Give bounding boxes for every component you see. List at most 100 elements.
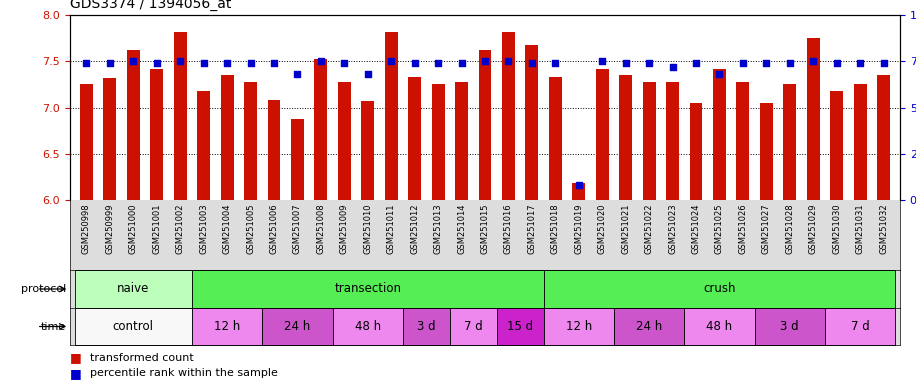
Point [477, 58, 492, 65]
Text: GSM251026: GSM251026 [738, 204, 747, 254]
Bar [385, 31, 398, 200]
Bar [197, 91, 210, 200]
Text: GSM251021: GSM251021 [621, 204, 630, 254]
Bar [450, 308, 496, 345]
Text: GSM251013: GSM251013 [433, 204, 442, 254]
Text: 24 h: 24 h [636, 320, 662, 333]
Bar [104, 78, 116, 200]
Bar [878, 75, 890, 200]
Point [454, 60, 469, 66]
Point [665, 64, 680, 70]
Text: GSM251004: GSM251004 [223, 204, 232, 254]
Point [829, 60, 844, 66]
Bar [854, 84, 867, 200]
Text: GSM251006: GSM251006 [269, 204, 278, 254]
Bar [267, 100, 280, 200]
Text: 48 h: 48 h [706, 320, 733, 333]
Text: GSM251018: GSM251018 [551, 204, 560, 254]
Point [501, 58, 516, 65]
Bar [549, 77, 562, 200]
Text: GSM251022: GSM251022 [645, 204, 654, 254]
Point [290, 71, 305, 77]
Bar [126, 50, 140, 200]
Point [384, 58, 398, 65]
Bar [403, 308, 450, 345]
Point [759, 60, 774, 66]
Point [103, 60, 117, 66]
Bar [150, 69, 163, 200]
Point [572, 182, 586, 188]
Bar [333, 308, 403, 345]
Bar [614, 308, 684, 345]
Text: GSM251025: GSM251025 [715, 204, 724, 254]
Text: transection: transection [334, 283, 401, 296]
Text: GSM251029: GSM251029 [809, 204, 818, 254]
Bar [713, 69, 725, 200]
Text: 48 h: 48 h [354, 320, 381, 333]
Point [196, 60, 211, 66]
Bar [543, 270, 895, 308]
Bar [666, 81, 679, 200]
Point [618, 60, 633, 66]
Point [642, 60, 657, 66]
Text: protocol: protocol [20, 284, 66, 294]
Bar [192, 270, 543, 308]
Text: 15 d: 15 d [507, 320, 533, 333]
Point [173, 58, 188, 65]
Text: GSM251016: GSM251016 [504, 204, 513, 254]
Point [782, 60, 797, 66]
Bar [825, 308, 895, 345]
Text: GSM250999: GSM250999 [105, 204, 114, 254]
Text: ■: ■ [70, 367, 82, 380]
Text: 7 d: 7 d [851, 320, 869, 333]
Bar [755, 308, 825, 345]
Text: GSM251011: GSM251011 [387, 204, 396, 254]
Bar [75, 270, 192, 308]
Text: GSM251015: GSM251015 [481, 204, 489, 254]
Text: GSM251030: GSM251030 [833, 204, 841, 254]
Point [313, 58, 328, 65]
Text: percentile rank within the sample: percentile rank within the sample [90, 368, 278, 378]
Bar [221, 75, 234, 200]
Bar [807, 38, 820, 200]
Bar [338, 81, 351, 200]
Bar [244, 81, 257, 200]
Bar [572, 183, 585, 200]
Bar [760, 103, 773, 200]
Text: GDS3374 / 1394056_at: GDS3374 / 1394056_at [70, 0, 232, 11]
Bar [455, 81, 468, 200]
Point [877, 60, 891, 66]
Point [806, 58, 821, 65]
Point [548, 60, 562, 66]
Text: GSM251020: GSM251020 [598, 204, 606, 254]
Bar [75, 308, 192, 345]
Point [594, 58, 609, 65]
Point [712, 71, 726, 77]
Text: GSM251028: GSM251028 [785, 204, 794, 254]
Point [431, 60, 445, 66]
Point [267, 60, 281, 66]
Text: GSM251000: GSM251000 [129, 204, 137, 254]
Bar [496, 308, 543, 345]
Bar [409, 77, 421, 200]
Text: naive: naive [117, 283, 149, 296]
Point [853, 60, 867, 66]
Point [337, 60, 352, 66]
Bar [291, 119, 304, 200]
Bar [192, 308, 262, 345]
Text: GSM251012: GSM251012 [410, 204, 420, 254]
Text: GSM251002: GSM251002 [176, 204, 185, 254]
Text: ■: ■ [70, 351, 82, 364]
Text: GSM251027: GSM251027 [762, 204, 771, 254]
Point [360, 71, 375, 77]
Bar [478, 50, 492, 200]
Point [408, 60, 422, 66]
Text: GSM251014: GSM251014 [457, 204, 466, 254]
Bar [526, 45, 539, 200]
Bar [543, 308, 614, 345]
Point [149, 60, 164, 66]
Text: 3 d: 3 d [780, 320, 799, 333]
Bar [690, 103, 703, 200]
Text: 12 h: 12 h [214, 320, 240, 333]
Text: crush: crush [703, 283, 736, 296]
